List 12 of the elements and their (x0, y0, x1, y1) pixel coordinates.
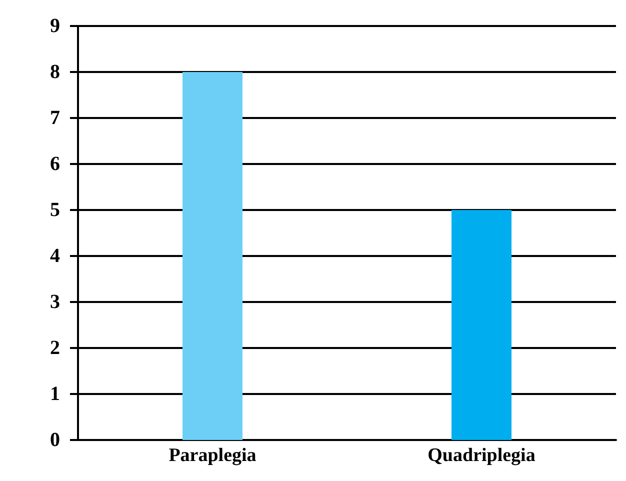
y-tick-label: 1 (50, 383, 60, 405)
x-tick-label: Quadriplegia (428, 445, 536, 466)
y-tick-label: 7 (50, 107, 60, 129)
y-tick-label: 2 (50, 337, 60, 359)
y-tick-label: 0 (50, 429, 60, 451)
y-tick-label: 9 (50, 15, 60, 37)
y-tick-label: 4 (50, 245, 60, 267)
y-tick-label: 6 (50, 153, 60, 175)
y-tick-label: 8 (50, 61, 60, 83)
x-tick-label: Paraplegia (168, 445, 257, 466)
y-tick-label: 5 (50, 199, 60, 221)
y-tick-label: 3 (50, 291, 60, 313)
